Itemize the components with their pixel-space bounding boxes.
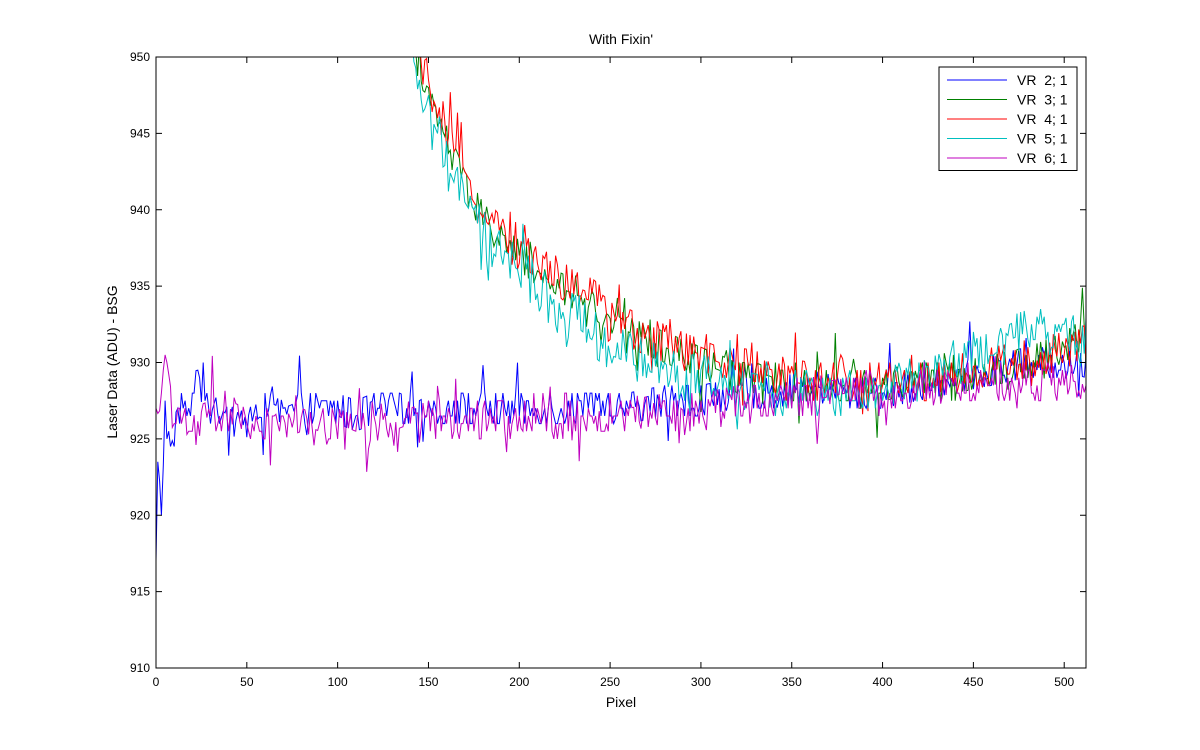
x-tick-label: 350 [782,675,802,689]
y-tick-label: 930 [130,356,150,370]
x-tick-label: 50 [240,675,254,689]
legend-label: VR 2; 1 [1017,72,1068,88]
x-axis-label: Pixel [606,694,636,710]
ticks-layer: 0 50 100 150 200 250 300 350 400 450 500 910 915 920 9… [130,50,1086,689]
legend-label: VR 6; 1 [1017,150,1068,166]
x-tick-label: 150 [418,675,438,689]
y-tick-label: 940 [130,203,150,217]
chart-title: With Fixin' [589,31,653,47]
legend: VR 2; 1 VR 3; 1 VR 4; 1 VR 5; 1 VR 6; 1 [938,66,1078,171]
legend-label: VR 4; 1 [1017,111,1068,127]
x-tick-label: 0 [153,675,160,689]
y-tick-label: 910 [130,661,150,675]
y-tick-label: 920 [130,508,150,522]
x-tick-label: 450 [963,675,983,689]
x-tick-label: 250 [600,675,620,689]
series-layer [156,57,1086,562]
x-tick-label: 400 [873,675,893,689]
series-line [413,57,1086,430]
y-tick-label: 925 [130,432,150,446]
y-axis-label: Laser Data (ADU) - BSG [104,285,120,438]
legend-label: VR 5; 1 [1017,131,1068,147]
y-tick-label: 950 [130,50,150,64]
series-line [156,354,1086,472]
y-tick-label: 915 [130,585,150,599]
legend-label: VR 3; 1 [1017,92,1068,108]
x-tick-label: 300 [691,675,711,689]
x-tick-label: 500 [1054,675,1074,689]
x-tick-label: 100 [328,675,348,689]
y-tick-label: 945 [130,126,150,140]
y-tick-label: 935 [130,279,150,293]
series-line [420,57,1086,415]
x-tick-label: 200 [509,675,529,689]
